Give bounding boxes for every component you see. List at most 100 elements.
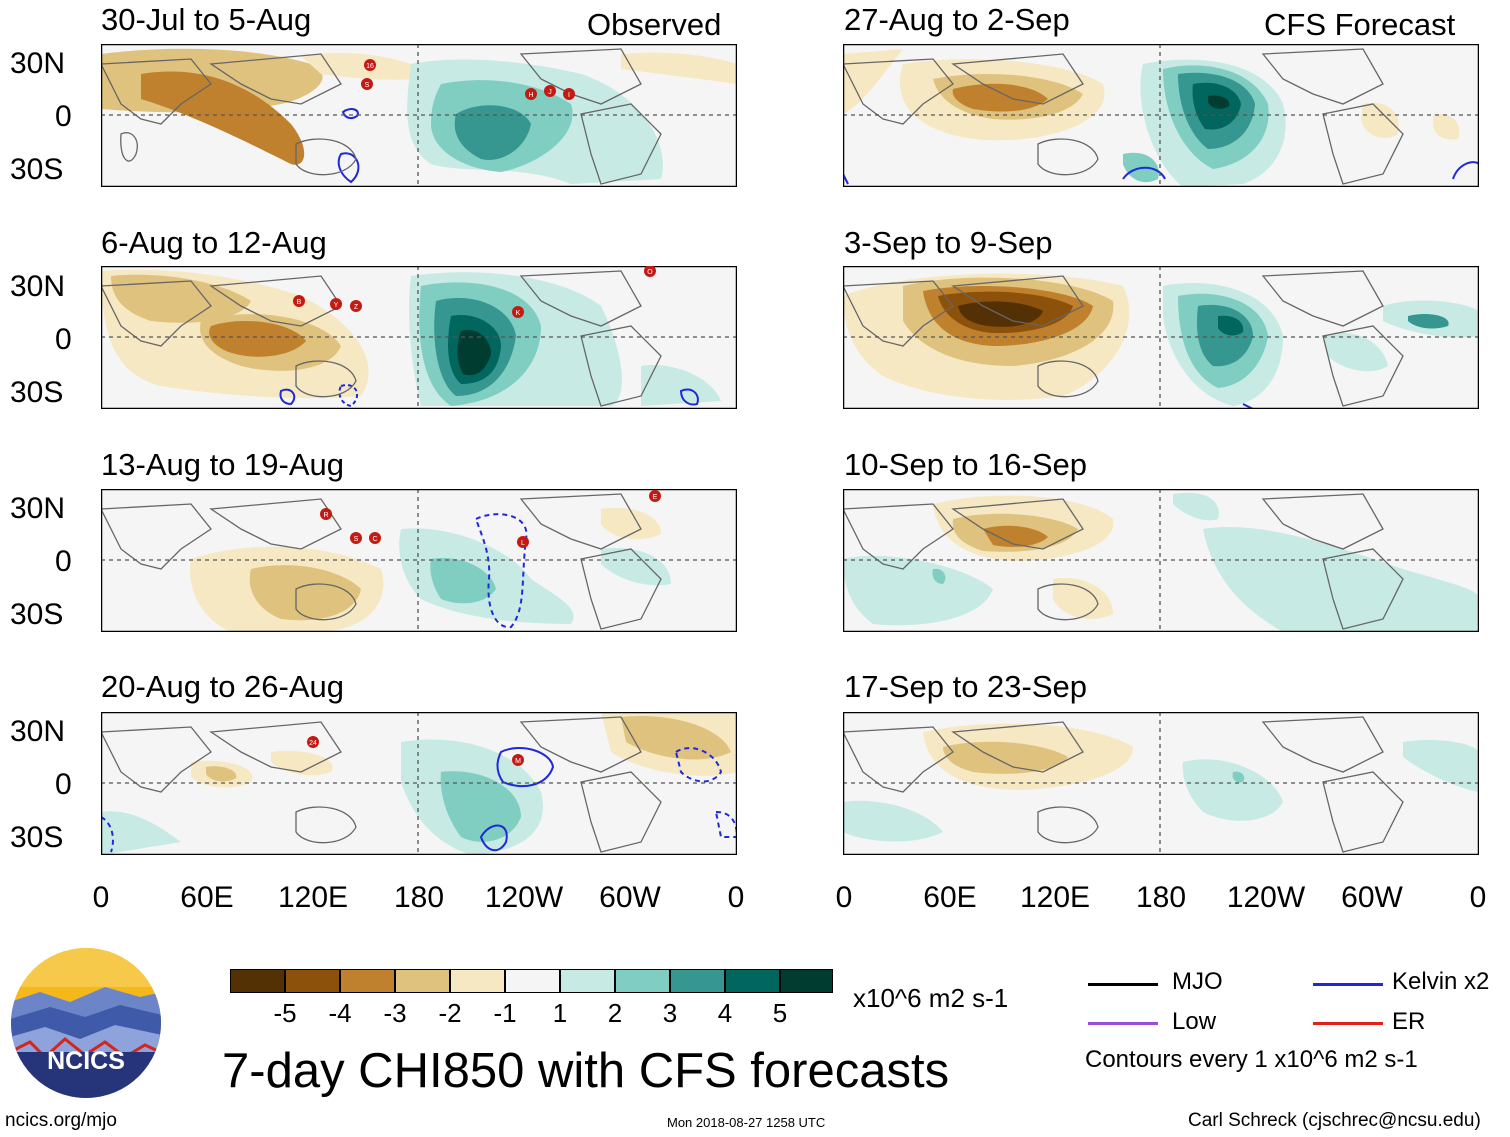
ncics-logo[interactable]: NCICS (10, 947, 162, 1099)
storm-marker-c: C (369, 532, 381, 544)
svg-text:R: R (323, 512, 328, 519)
panel-title-obs-2: 6-Aug to 12-Aug (101, 225, 327, 260)
lon-label-120w: 120W (484, 881, 564, 914)
colorbar-tick: -3 (383, 998, 407, 1028)
colorbar-bin (670, 969, 725, 993)
map-panel-obs-3: R S C L E (101, 489, 737, 632)
storm-marker-h: H (525, 88, 537, 100)
storm-marker-24: 24 (307, 736, 319, 748)
svg-text:O: O (647, 269, 653, 276)
lat-label-30s: 30S (10, 598, 64, 631)
map-panel-obs-2: B Y Z K O (101, 266, 737, 409)
footer-timestamp: Mon 2018-08-27 1258 UTC (667, 1115, 826, 1130)
colorbar-bin (615, 969, 670, 993)
legend-line-mjo (1088, 983, 1158, 986)
forecast-header: CFS Forecast (1264, 7, 1456, 42)
footer-url[interactable]: ncics.org/mjo (5, 1110, 117, 1131)
observed-header: Observed (587, 7, 722, 42)
legend-label-mjo: MJO (1172, 968, 1223, 995)
lon-label-60e: 60E (923, 881, 977, 914)
colorbar-tick: -4 (328, 998, 352, 1028)
colorbar-tick: 5 (772, 998, 788, 1028)
svg-text:I: I (568, 92, 570, 99)
svg-text:24: 24 (309, 740, 317, 747)
svg-text:C: C (372, 536, 377, 543)
lat-label-30s: 30S (10, 821, 64, 854)
colorbar-bin (560, 969, 615, 993)
svg-text:S: S (354, 536, 359, 543)
panel-title-fcst-3: 10-Sep to 16-Sep (844, 447, 1088, 482)
colorbar-bin (395, 969, 450, 993)
contour-note: Contours every 1 x10^6 m2 s-1 (1085, 1046, 1418, 1073)
lat-label-30s: 30S (10, 153, 64, 186)
storm-marker-e: E (649, 490, 661, 502)
svg-text:J: J (548, 89, 552, 96)
colorbar-bin (230, 969, 285, 993)
colorbar-tick: 4 (717, 998, 733, 1028)
colorbar-tick: 1 (552, 998, 568, 1028)
panel-title-fcst-2: 3-Sep to 9-Sep (844, 225, 1053, 260)
colorbar-bin (780, 969, 833, 993)
map-panel-fcst-4 (843, 712, 1479, 855)
svg-text:E: E (653, 494, 658, 501)
legend-line-er (1313, 1022, 1383, 1025)
storm-marker-j: J (544, 85, 556, 97)
lon-label-180: 180 (393, 881, 445, 914)
lat-label-eq: 0 (55, 545, 72, 578)
colorbar-bin (340, 969, 395, 993)
legend-label-kelvin: Kelvin x2 (1392, 968, 1490, 995)
map-panel-fcst-2 (843, 266, 1479, 409)
logo-text: NCICS (47, 1047, 125, 1075)
storm-marker-m: M (512, 754, 524, 766)
lat-label-eq: 0 (55, 323, 72, 356)
svg-text:Z: Z (354, 304, 359, 311)
colorbar-tick: -1 (493, 998, 517, 1028)
map-panel-fcst-1 (843, 44, 1479, 187)
lat-label-eq: 0 (55, 768, 72, 801)
legend-label-low: Low (1172, 1008, 1217, 1035)
storm-marker-y: Y (330, 298, 342, 310)
storm-marker-s: S (361, 78, 373, 90)
colorbar-bin (505, 969, 560, 993)
footer-author: Carl Schreck (cjschrec@ncsu.edu) (1188, 1110, 1481, 1131)
lat-label-30n: 30N (10, 492, 66, 525)
colorbar-tick: 3 (662, 998, 678, 1028)
lon-label-0: 0 (727, 881, 745, 914)
panel-title-obs-4: 20-Aug to 26-Aug (101, 669, 345, 704)
storm-marker-z: Z (350, 300, 362, 312)
colorbar-tick: 2 (607, 998, 623, 1028)
colorbar-units: x10^6 m2 s-1 (853, 983, 1009, 1013)
map-panel-fcst-3 (843, 489, 1479, 632)
lat-label-30n: 30N (10, 47, 66, 80)
svg-text:M: M (515, 758, 521, 765)
colorbar-bin (285, 969, 340, 993)
colorbar-bin (450, 969, 505, 993)
legend-label-er: ER (1392, 1008, 1426, 1035)
legend-line-kelvin (1313, 983, 1383, 986)
svg-text:H: H (528, 92, 533, 99)
lat-label-eq: 0 (55, 100, 72, 133)
svg-text:B: B (297, 299, 302, 306)
storm-marker-l: L (517, 536, 529, 548)
panel-title-obs-3: 13-Aug to 19-Aug (101, 447, 345, 482)
storm-marker-i: I (563, 88, 575, 100)
svg-text:Y: Y (334, 302, 339, 309)
lon-label-60e: 60E (180, 881, 234, 914)
storm-marker-k: K (512, 306, 524, 318)
lon-label-0: 0 (92, 881, 110, 914)
lon-label-120e: 120E (277, 881, 349, 914)
storm-marker-r: R (320, 508, 332, 520)
lon-label-180: 180 (1135, 881, 1187, 914)
storm-marker-16: 16 (364, 59, 376, 71)
lon-label-120e: 120E (1019, 881, 1091, 914)
svg-text:S: S (365, 82, 370, 89)
lat-label-30n: 30N (10, 715, 66, 748)
panel-title-fcst-4: 17-Sep to 23-Sep (844, 669, 1088, 704)
lon-label-0: 0 (835, 881, 853, 914)
colorbar-tick: -5 (273, 998, 297, 1028)
colorbar-bin (725, 969, 780, 993)
svg-text:16: 16 (366, 63, 374, 70)
lat-label-30s: 30S (10, 376, 64, 409)
map-panel-obs-1: 16 S H J I (101, 44, 737, 187)
lon-label-60w: 60W (599, 881, 661, 914)
